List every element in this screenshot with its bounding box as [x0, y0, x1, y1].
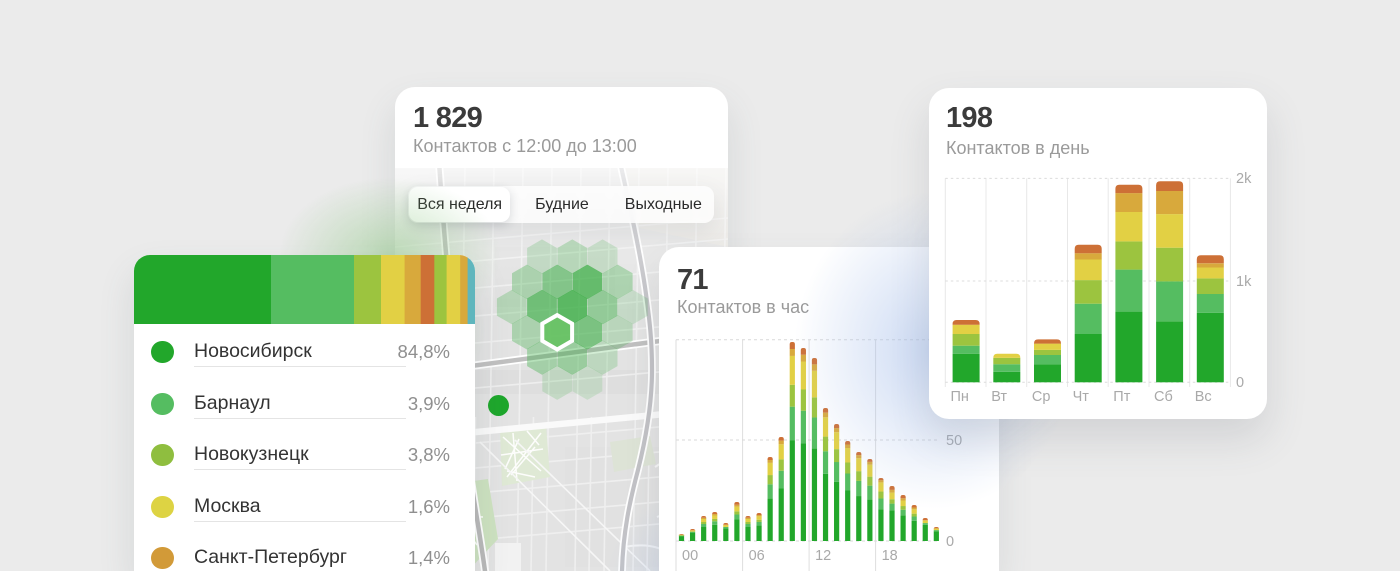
svg-text:18: 18	[882, 548, 898, 564]
svg-text:50: 50	[946, 433, 962, 449]
svg-text:0: 0	[946, 534, 954, 550]
svg-text:Пт: Пт	[1113, 389, 1130, 405]
svg-text:Чт: Чт	[1073, 389, 1090, 405]
svg-text:Вс: Вс	[1195, 389, 1212, 405]
svg-text:06: 06	[749, 548, 765, 564]
svg-text:12: 12	[815, 548, 831, 564]
svg-text:Сб: Сб	[1154, 389, 1173, 405]
svg-text:0: 0	[1236, 375, 1244, 391]
svg-text:00: 00	[682, 548, 698, 564]
svg-text:Ср: Ср	[1032, 389, 1051, 405]
svg-text:2k: 2k	[1236, 171, 1252, 187]
svg-text:1k: 1k	[1236, 274, 1252, 290]
svg-text:Пн: Пн	[951, 389, 969, 405]
svg-text:Вт: Вт	[991, 389, 1007, 405]
